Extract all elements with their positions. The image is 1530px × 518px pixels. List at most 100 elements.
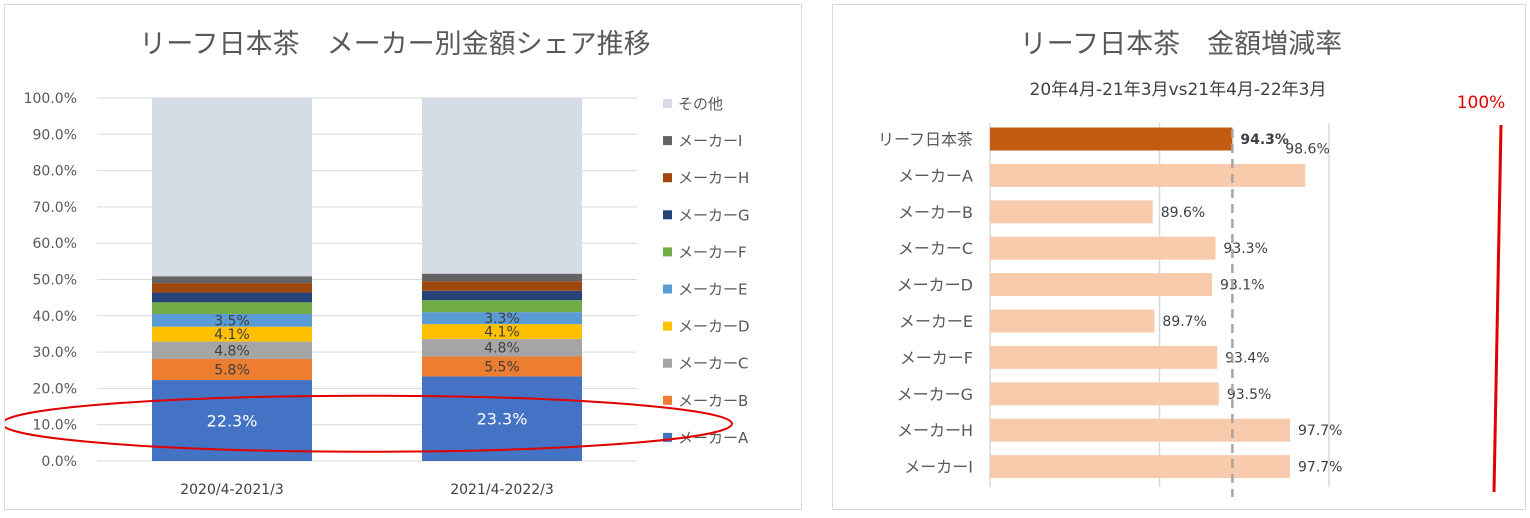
category-label: リーフ日本茶 [878,130,973,149]
legend-swatch [663,210,672,220]
growth-bar [990,236,1216,260]
share-chart: リーフ日本茶 メーカー別金額シェア推移 0.0% 10.0% 20.0% 30.0% 4… [5,29,750,498]
bar-segment [422,281,582,291]
legend-label: メーカーI [678,132,742,150]
bar-segment [152,313,312,327]
data-label: 5.8% [214,363,250,379]
bar-segment [422,273,582,282]
legend-swatch [663,358,672,368]
value-label: 93.1% [1220,278,1264,294]
category-label: メーカーA [898,166,973,185]
growth-bar [990,200,1153,224]
data-label: 4.8% [484,341,520,357]
growth-bar [990,345,1218,369]
y-tick-label: 70.0% [33,200,77,216]
legend-swatch [663,136,672,146]
data-label: 22.3% [207,412,258,431]
y-tick-label: 0.0% [41,454,77,470]
bar-segment [422,312,582,325]
y-tick-label: 30.0% [33,345,77,361]
share-chart-panel: リーフ日本茶 メーカー別金額シェア推移 0.0% 10.0% 20.0% 30.0% 4… [4,4,802,510]
growth-chart-subtitle: 20年4月-21年3月vs21年4月-22年3月 [1030,80,1327,100]
category-label: メーカーI [904,458,973,477]
legend-swatch [663,173,672,183]
category-label: メーカーH [897,421,973,440]
data-label: 5.5% [484,359,520,375]
category-label: メーカーF [900,348,973,367]
growth-bar [990,163,1306,187]
legend-label: その他 [678,95,723,113]
growth-bar [990,127,1233,151]
data-label: 4.1% [484,325,520,341]
legend-swatch [663,99,672,108]
legend-swatch [663,432,672,442]
bar-segment [152,283,312,293]
data-label: 3.5% [214,313,250,329]
category-label: メーカーD [897,276,973,295]
category-label: メーカーG [897,385,973,404]
bar-segment [152,302,312,314]
bar-segment [152,358,312,381]
value-label: 89.6% [1161,205,1205,221]
bar-segment [152,326,312,342]
hundred-percent-label: 100% [1457,93,1506,113]
growth-chart-title: リーフ日本茶 金額増減率 [1020,29,1342,60]
legend-label: メーカーE [678,281,747,299]
value-label: 89.7% [1162,314,1206,330]
x-tick-label: 2020/4-2021/3 [180,482,284,498]
bar-segment [152,292,312,303]
share-chart-title: リーフ日本茶 メーカー別金額シェア推移 [139,29,650,60]
growth-bar [990,309,1155,333]
legend-swatch [663,395,672,405]
y-tick-label: 40.0% [33,309,77,325]
bar-segment [422,356,582,377]
data-label: 4.8% [214,343,250,359]
legend-label: メーカーG [678,206,750,224]
y-tick-label: 10.0% [33,418,77,434]
value-label: 93.3% [1223,241,1267,257]
category-label: メーカーB [898,203,973,222]
data-label: 4.1% [214,327,250,343]
legend-swatch [663,321,672,331]
y-tick-label: 20.0% [33,381,77,397]
growth-bar [990,455,1291,479]
y-tick-label: 90.0% [33,127,77,143]
growth-bar [990,418,1291,442]
category-label: メーカーE [899,312,973,331]
value-label: 93.5% [1227,387,1271,403]
bar-segment [152,276,312,284]
legend-label: メーカーH [678,169,749,187]
red-marker-line [1492,124,1503,493]
y-tick-label: 80.0% [33,164,77,180]
bar-segment [152,98,312,277]
y-tick-label: 50.0% [33,273,77,289]
bar-segment [422,324,582,340]
legend-label: メーカーC [678,355,748,373]
y-tick-label: 60.0% [33,236,77,252]
data-label: 3.3% [484,311,520,327]
legend-label: メーカーD [678,318,750,336]
value-label: 98.6% [1285,141,1329,157]
legend-label: メーカーF [678,243,747,261]
bar-segment [152,341,312,359]
y-tick-label: 100.0% [24,91,77,107]
legend-label: メーカーA [678,429,749,447]
legend-swatch [663,247,672,257]
value-label: 93.4% [1225,350,1269,366]
value-label: 97.7% [1298,423,1342,439]
bar-segment [422,98,582,274]
value-label: 94.3% [1240,132,1289,148]
growth-bar [990,273,1213,297]
highlight-ellipse [5,394,733,453]
data-label: 23.3% [477,410,528,429]
value-label: 97.7% [1298,460,1342,476]
x-tick-label: 2021/4-2022/3 [450,482,554,498]
bar-segment [422,300,582,313]
growth-bar [990,382,1219,406]
legend-swatch [663,284,672,294]
bar-segment [422,339,582,357]
category-label: メーカーC [898,239,973,258]
growth-chart: リーフ日本茶 金額増減率 20年4月-21年3月vs21年4月-22年3月 リー… [878,29,1506,497]
growth-chart-panel: リーフ日本茶 金額増減率 20年4月-21年3月vs21年4月-22年3月 リー… [832,4,1526,510]
bar-segment [422,290,582,301]
